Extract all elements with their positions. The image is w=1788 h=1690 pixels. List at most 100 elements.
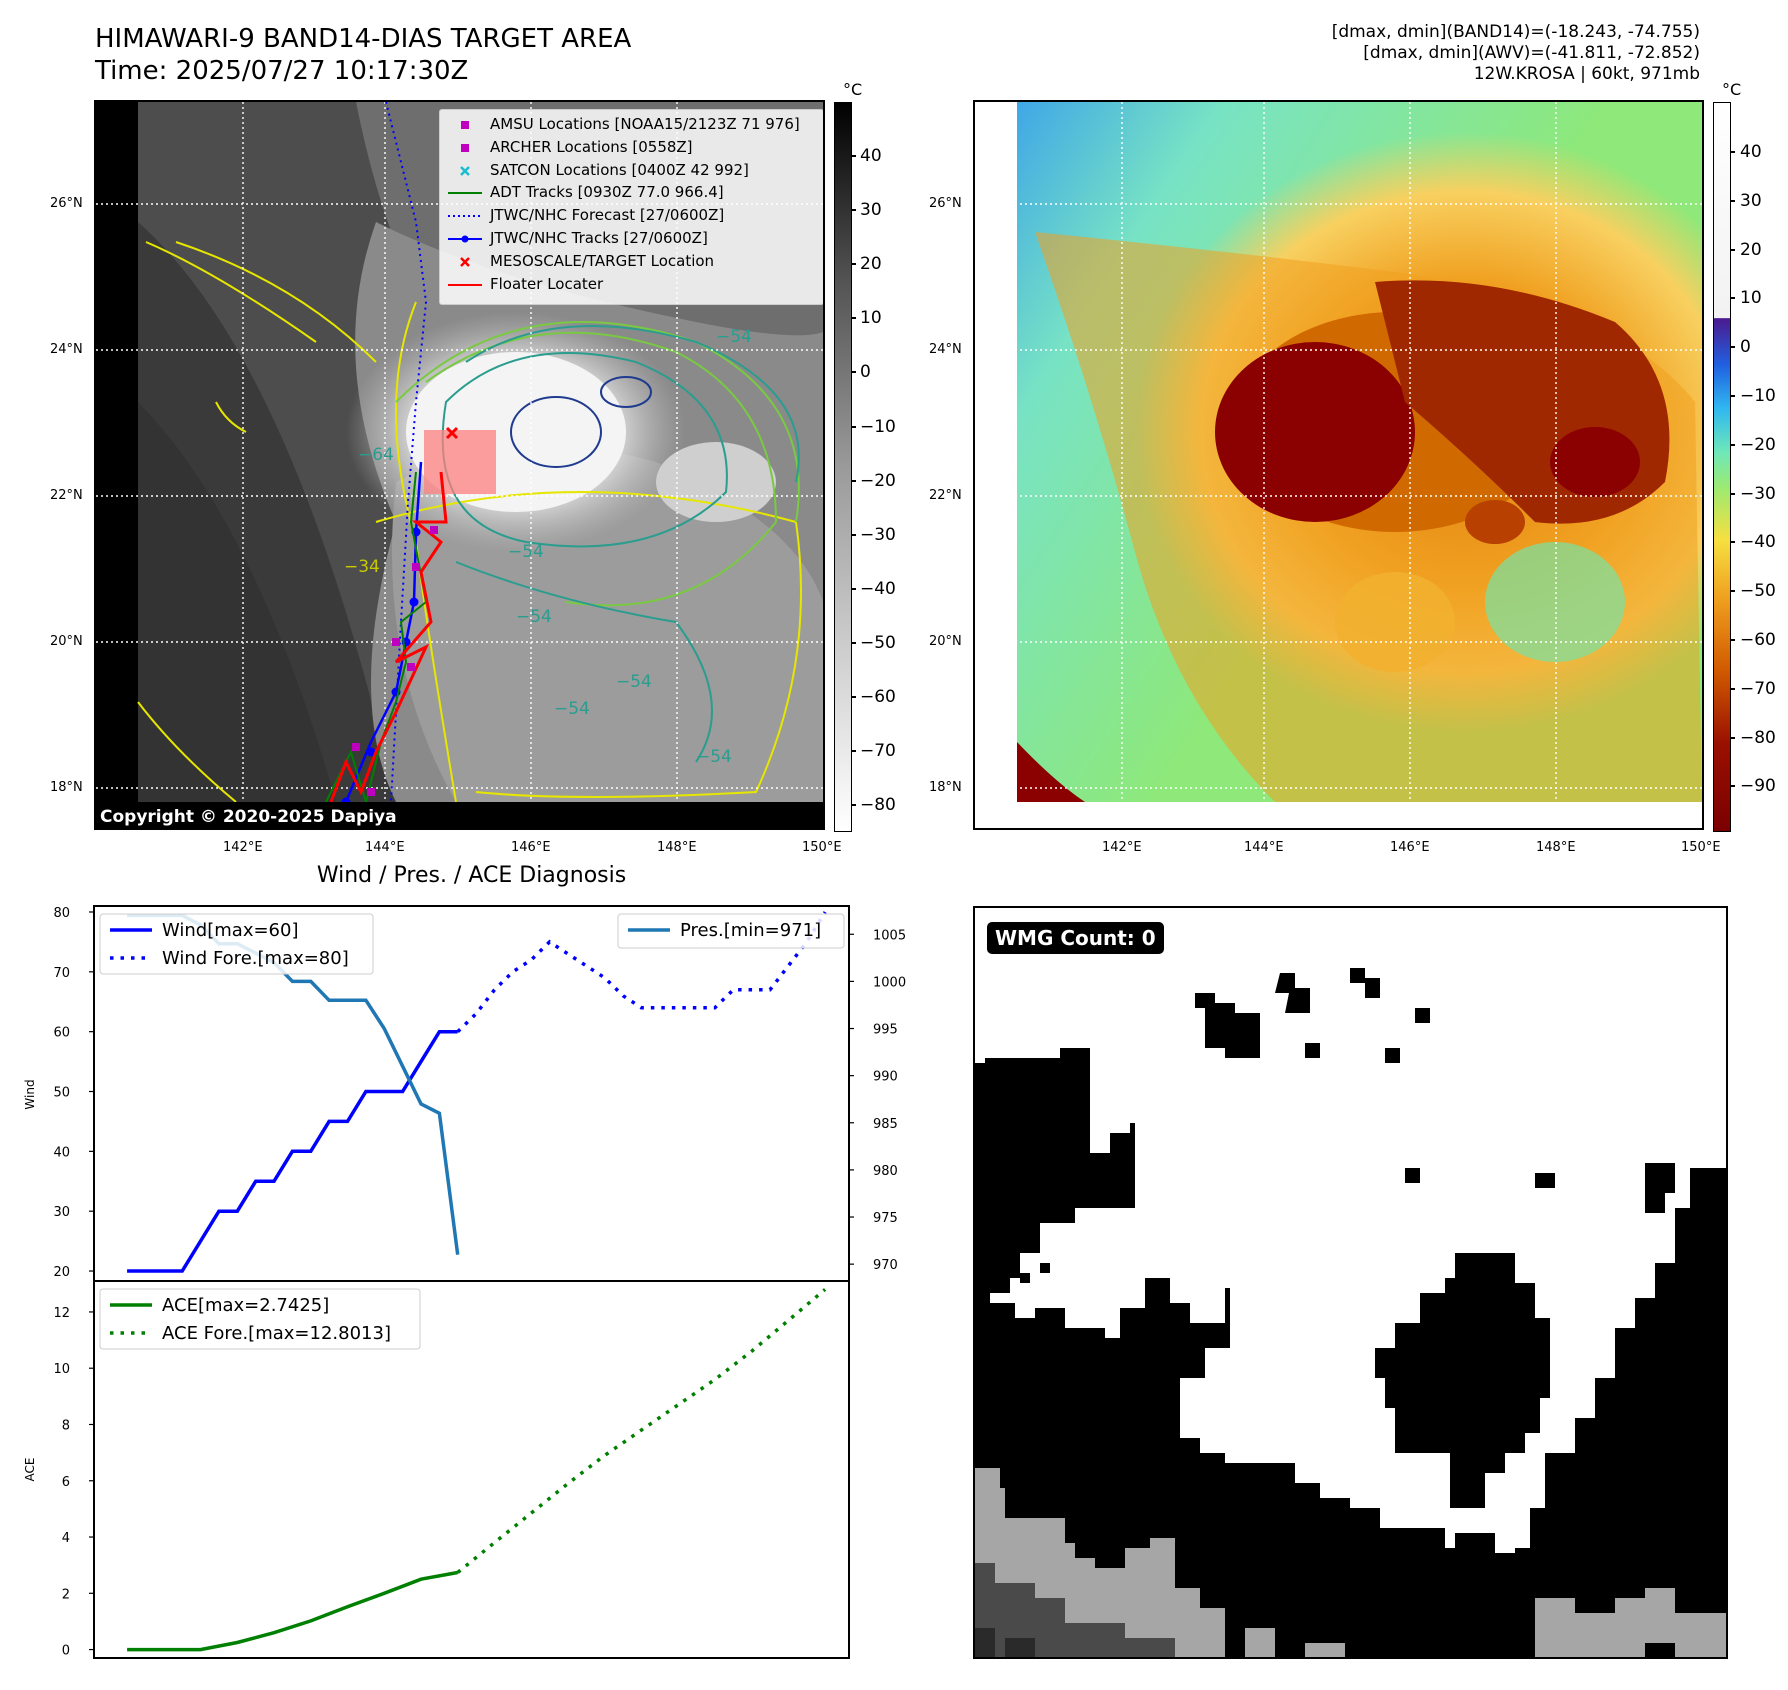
awv-colorbar-tick [1730,248,1735,251]
ir-colorbar-tick [851,317,856,320]
ir-colorbar-tick [851,750,856,753]
amsu-archer-marker [407,663,415,671]
lon-tick-label: 150°E [802,840,842,855]
ir-colorbar-tick-label: −10 [860,416,896,437]
ir-colorbar-tick [851,263,856,266]
awv-map-image [1017,102,1702,802]
legend-label: AMSU Locations [NOAA15/2123Z 71 976] [490,115,800,133]
legend-swatch [448,215,482,218]
series-line [127,1570,459,1652]
awv-colorbar-tick-label: 10 [1740,288,1762,309]
copyright-bar: Copyright © 2020-2025 Dapiya [96,802,823,828]
ir-colorbar-tick-label: −40 [860,578,896,599]
amsu-archer-marker [367,788,375,796]
y-tick-label: 8 [62,1418,70,1433]
lat-tick-label: 22°N [929,488,962,503]
lon-tick-label: 142°E [223,840,263,855]
y-tick-label: 10 [53,1362,70,1377]
ir-colorbar-tick [851,641,856,644]
legend-entry: JTWC/NHC Tracks [27/0600Z] [446,228,819,251]
lon-tick-label: 144°E [1244,840,1284,855]
y-right-tick-label: 1005 [873,928,906,943]
ir-colorbar-tick-label: 20 [860,254,882,275]
wmg-panel: WMG Count: 0 [973,906,1728,1659]
amsu-archer-marker [352,743,360,751]
ir-colorbar [834,102,852,832]
ir-colorbar-tick-label: −70 [860,741,896,762]
lat-tick-label: 20°N [50,634,83,649]
wmg-mask-image [975,968,1726,1657]
ir-colorbar-tick-label: −60 [860,687,896,707]
lon-tick-label: 146°E [511,840,551,855]
ir-colorbar-tick-label: −50 [860,632,896,653]
y-tick-label: 4 [62,1531,70,1546]
awv-colorbar-tick-label: −50 [1740,581,1776,602]
legend-swatch [461,121,469,129]
stats-band14: [dmax, dmin](BAND14)=(-18.243, -74.755) [1331,22,1700,42]
wind-pressure-chart: 20 30 40 50 60 70 80 970 975 980 985 990 995 1000 1005… [23,905,906,1284]
ir-colorbar-tick [851,155,856,157]
awv-colorbar-tick-label: −80 [1740,727,1776,748]
legend-label: JTWC/NHC Tracks [27/0600Z] [490,228,708,247]
y-tick-label: 12 [53,1306,70,1321]
adt-track [325,471,428,806]
ir-colorbar-tick [851,696,856,698]
ir-colorbar-tick-label: 10 [860,308,882,329]
lon-tick-label: 142°E [1102,840,1142,855]
awv-colorbar-tick [1730,492,1735,495]
ir-colorbar-tick [851,587,856,590]
ir-colorbar-tick-label: −80 [860,795,896,816]
y-right-tick-label: 990 [873,1070,898,1085]
ace-chart: 0 2 4 6 8 10 12 ACE ACE[max=2.7425] ACE Fore.[max… [23,1280,850,1659]
ir-map-panel: −64 −54 −54 −54 −34 −54 −54 −54 AMSU Locations … [94,100,825,830]
lat-tick-label: 26°N [50,196,83,211]
y-right-tick-label: 975 [873,1211,898,1226]
legend-entry: JTWC/NHC Forecast [27/0600Z] [446,205,819,228]
awv-colorbar-tick-label: −20 [1740,434,1776,455]
amsu-archer-marker [430,526,438,534]
y-axis-label: ACE [23,1458,37,1482]
legend-entry: Floater Locater [446,274,819,297]
y-right-tick-label: 980 [873,1164,898,1179]
awv-colorbar-tick [1730,541,1735,544]
ir-colorbar-tick [851,479,856,482]
lon-tick-label: 148°E [1536,840,1576,855]
mesoscale-target-box [424,430,496,494]
y-right-tick-label: 985 [873,1117,898,1132]
awv-colorbar [1713,102,1731,832]
wmg-count-badge: WMG Count: 0 [987,922,1164,954]
legend-label: ACE Fore.[max=12.8013] [162,1323,391,1344]
legend-swatch [448,283,482,286]
y-tick-label: 6 [62,1475,70,1490]
legend-label: ADT Tracks [0930Z 77.0 966.4] [490,183,724,202]
y-right-tick-label: 1000 [873,975,906,990]
y-tick-label: 30 [53,1205,70,1220]
ir-colorbar-unit: °C [843,80,863,99]
ir-colorbar-tick-label: −30 [860,524,896,545]
lat-tick-label: 24°N [929,342,962,357]
awv-colorbar-tick-label: 30 [1740,190,1762,211]
y-right-tick-label: 970 [873,1258,898,1273]
awv-colorbar-tick-label: 20 [1740,239,1762,260]
awv-colorbar-tick-label: −30 [1740,483,1776,504]
legend-label: Wind Fore.[max=80] [162,948,349,969]
awv-colorbar-tick [1730,736,1735,739]
contour-label: −54 [508,542,544,562]
lon-tick-label: 148°E [657,840,697,855]
lat-tick-label: 18°N [929,780,962,795]
awv-colorbar-tick [1730,687,1735,690]
lat-tick-label: 18°N [50,780,83,795]
chart-legend: Pres.[min=971] [617,913,845,949]
figure-time: Time: 2025/07/27 10:17:30Z [95,56,469,86]
series-line [456,1288,827,1574]
figure-title: HIMAWARI-9 BAND14-DIAS TARGET AREA [95,24,632,54]
legend-entry: AMSU Locations [NOAA15/2123Z 71 976] [446,114,819,137]
y-tick-label: 40 [53,1145,70,1160]
legend-swatch [448,192,482,195]
awv-colorbar-tick-label: −60 [1740,630,1776,650]
diagnosis-title: Wind / Pres. / ACE Diagnosis [316,863,627,888]
y-tick-label: 70 [53,966,70,981]
floater-locater-track [329,471,448,803]
awv-colorbar-tick [1730,346,1735,349]
awv-colorbar-tick [1730,590,1735,593]
